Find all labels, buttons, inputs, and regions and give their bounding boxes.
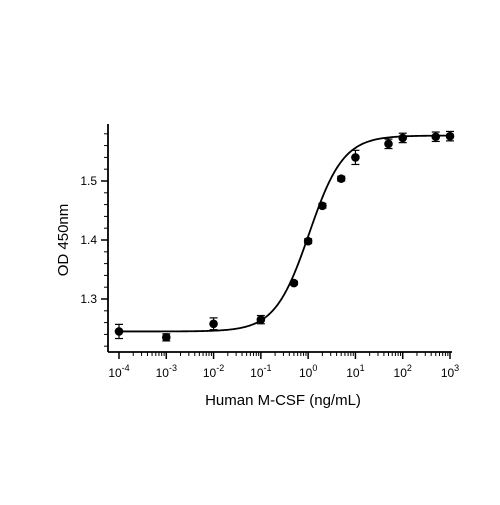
data-point — [318, 201, 327, 211]
x-tick-label: 10-1 — [250, 363, 271, 380]
data-point — [114, 323, 124, 340]
data-point — [256, 314, 266, 325]
data-point — [445, 130, 455, 142]
data-point — [384, 138, 393, 150]
data-point — [431, 131, 441, 143]
data-marker — [431, 132, 441, 142]
data-point — [161, 333, 171, 342]
data-marker — [351, 153, 360, 162]
data-point — [336, 174, 346, 183]
y-axis-title: OD 450nm — [55, 204, 72, 277]
data-marker — [303, 236, 313, 246]
x-tick-label: 10-3 — [156, 363, 177, 380]
axes: 10-4 10-3 10-2 10-1 100 101 102 103 1.3 1.4 1.5 — [80, 124, 459, 380]
data-marker — [336, 174, 346, 183]
y-tick-label: 1.3 — [80, 292, 97, 306]
data-marker — [289, 278, 299, 288]
data-marker — [384, 139, 393, 149]
y-tick-label: 1.4 — [80, 233, 97, 247]
fit-curve — [119, 134, 451, 333]
data-point — [303, 236, 313, 246]
data-point — [209, 317, 218, 331]
fit-curve-layer — [119, 134, 451, 333]
x-tick-label: 102 — [394, 363, 412, 380]
data-point — [398, 132, 408, 144]
x-tick-label: 103 — [441, 363, 459, 380]
data-point — [351, 149, 360, 166]
data-marker — [398, 133, 408, 143]
x-axis-title: Human M-CSF (ng/mL) — [205, 392, 361, 409]
data-point — [289, 278, 299, 288]
x-tick-label: 100 — [299, 363, 317, 380]
x-tick-label: 101 — [346, 363, 364, 380]
y-tick-label: 1.5 — [80, 174, 97, 188]
data-marker — [318, 201, 327, 211]
data-marker — [445, 131, 455, 141]
data-marker — [161, 333, 171, 342]
data-marker — [256, 315, 266, 324]
data-points-layer — [114, 130, 455, 342]
data-marker — [114, 327, 124, 336]
x-tick-label: 10-2 — [203, 363, 224, 380]
data-marker — [209, 319, 218, 329]
x-tick-label: 10-4 — [108, 363, 129, 380]
